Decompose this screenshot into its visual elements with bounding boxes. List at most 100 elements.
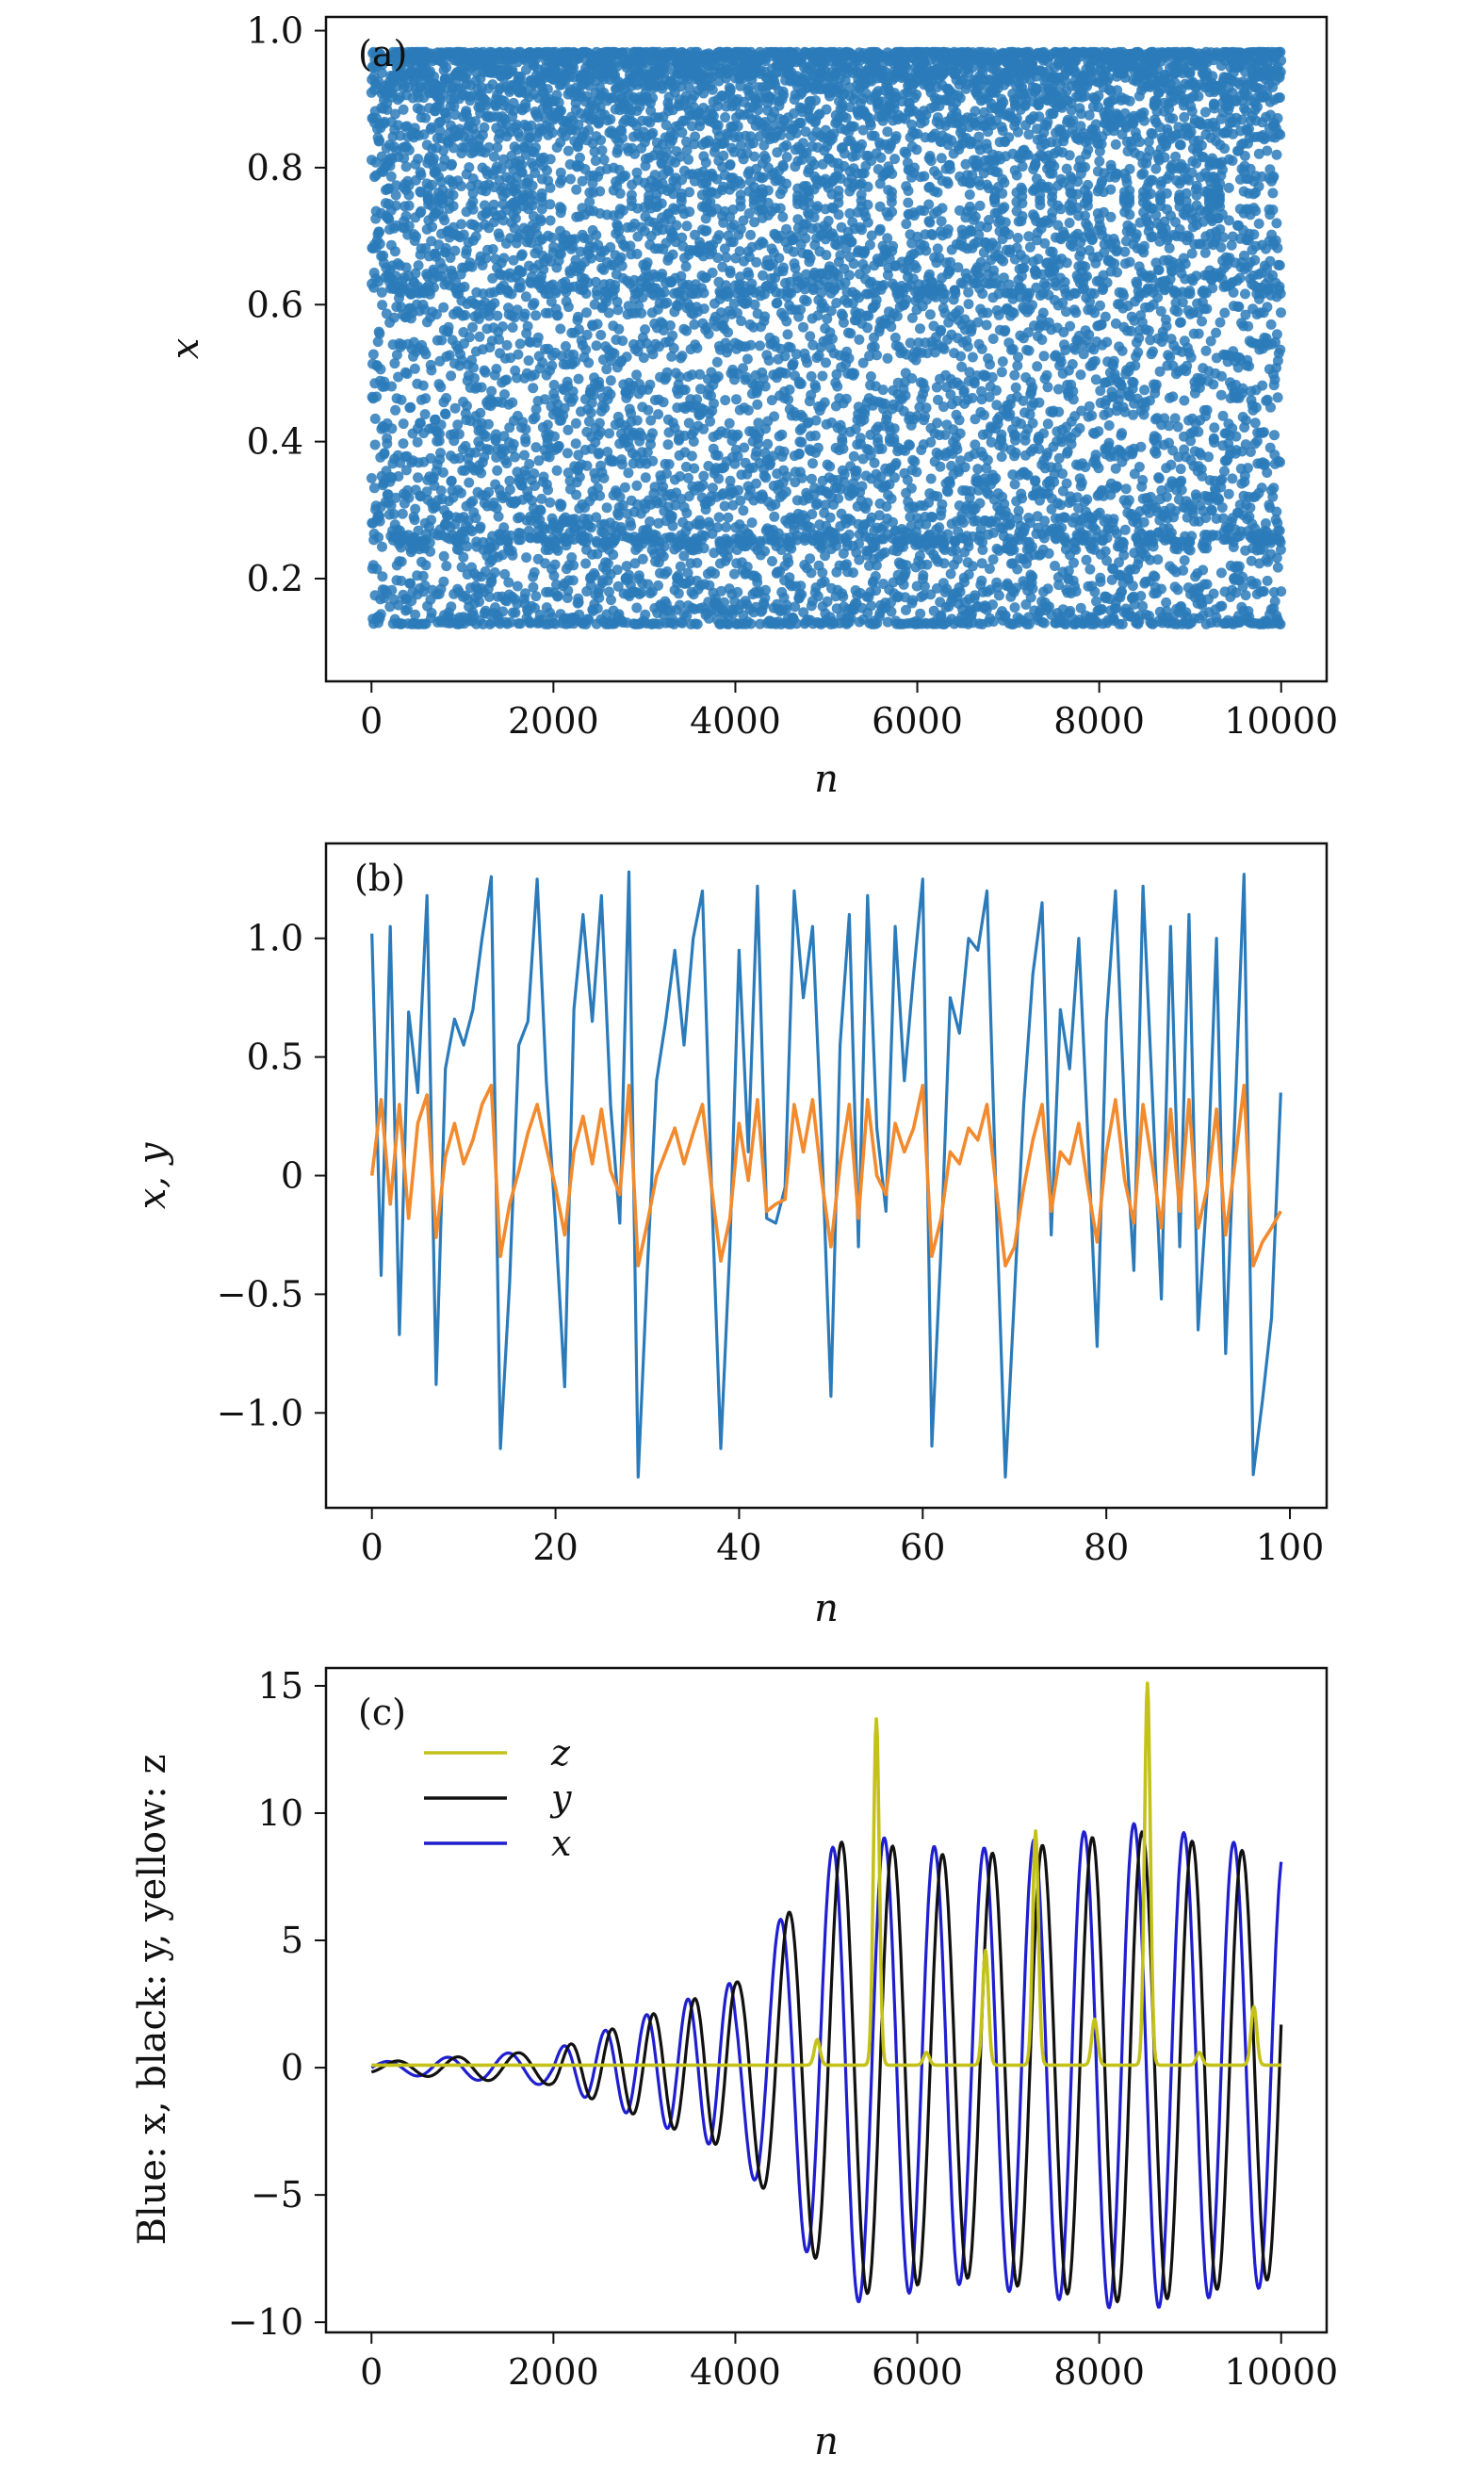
scatter-point	[530, 591, 542, 602]
scatter-point	[390, 108, 400, 120]
scatter-point	[806, 473, 817, 484]
scatter-point	[549, 431, 560, 442]
scatter-point	[542, 165, 552, 176]
scatter-point	[441, 393, 452, 403]
scatter-point	[592, 603, 603, 614]
scatter-point	[470, 513, 481, 524]
scatter-point	[856, 139, 868, 150]
scatter-point	[369, 439, 381, 450]
scatter-point	[492, 465, 503, 476]
scatter-point	[448, 189, 459, 201]
scatter-point	[376, 67, 387, 78]
scatter-point	[523, 355, 534, 367]
scatter-point	[466, 261, 478, 272]
scatter-point	[403, 221, 415, 232]
scatter-point	[483, 444, 495, 455]
scatter-point	[409, 515, 420, 526]
scatter-point	[568, 560, 579, 571]
scatter-point	[429, 282, 439, 293]
scatter-point	[498, 253, 510, 264]
scatter-point	[775, 203, 786, 214]
scatter-point	[504, 484, 515, 495]
scatter-point	[545, 182, 556, 193]
scatter-point	[391, 350, 402, 361]
scatter-point	[681, 221, 693, 232]
scatter-point	[805, 331, 816, 342]
scatter-point	[838, 317, 849, 328]
scatter-point	[507, 549, 518, 561]
scatter-point	[438, 550, 449, 562]
scatter-point	[840, 393, 852, 404]
scatter-point	[612, 564, 623, 576]
scatter-point	[474, 331, 485, 342]
scatter-point	[383, 489, 394, 500]
scatter-point	[583, 124, 595, 136]
scatter-point	[759, 311, 771, 322]
scatter-point	[413, 154, 424, 165]
scatter-point	[486, 576, 497, 587]
scatter-point	[666, 511, 677, 522]
scatter-point	[410, 503, 421, 515]
scatter-point	[640, 472, 651, 483]
scatter-point	[612, 304, 624, 316]
scatter-point	[581, 460, 593, 471]
scatter-point	[594, 592, 605, 603]
scatter-point	[781, 152, 792, 163]
scatter-point	[399, 153, 410, 164]
scatter-point	[711, 356, 723, 368]
scatter-point	[417, 570, 429, 581]
scatter-point	[420, 243, 431, 254]
scatter-point	[519, 450, 530, 461]
scatter-point	[403, 189, 415, 201]
scatter-point	[507, 65, 518, 76]
scatter-point	[810, 383, 822, 393]
scatter-point	[595, 490, 606, 501]
scatter-point	[498, 95, 510, 106]
scatter-point	[481, 431, 492, 442]
scatter-point	[656, 198, 667, 209]
scatter-point	[637, 292, 648, 303]
scatter-point	[680, 261, 692, 272]
scatter-point	[862, 181, 873, 192]
scatter-point	[659, 286, 670, 298]
scatter-point	[377, 571, 388, 582]
scatter-point	[805, 253, 816, 264]
scatter-point	[673, 588, 684, 599]
scatter-point	[745, 229, 757, 240]
scatter-point	[808, 212, 820, 223]
scatter-point	[712, 371, 724, 382]
scatter-point	[492, 310, 503, 321]
scatter-point	[698, 470, 709, 482]
scatter-point	[515, 528, 527, 539]
scatter-point	[807, 458, 818, 469]
scatter-point	[848, 258, 859, 270]
scatter-point	[762, 438, 774, 450]
scatter-point	[590, 276, 601, 287]
scatter-point	[689, 463, 700, 474]
scatter-point	[381, 308, 392, 319]
scatter-point	[595, 135, 607, 146]
scatter-point	[767, 556, 777, 566]
scatter-point	[549, 559, 561, 570]
scatter-point	[563, 585, 574, 597]
scatter-point	[460, 310, 471, 320]
scatter-point	[488, 199, 499, 210]
scatter-point	[435, 419, 447, 431]
scatter-point	[758, 237, 769, 249]
scatter-point	[371, 391, 383, 402]
scatter-point	[382, 104, 393, 115]
scatter-point	[529, 298, 540, 309]
scatter-point	[697, 480, 709, 491]
scatter-point	[516, 249, 528, 260]
scatter-point	[374, 328, 385, 339]
scatter-point	[864, 239, 875, 251]
scatter-point	[555, 249, 566, 259]
scatter-point	[613, 323, 625, 335]
scatter-point	[511, 120, 522, 130]
scatter-point	[510, 213, 521, 224]
scatter-point	[532, 332, 544, 343]
scatter-point	[560, 341, 571, 352]
scatter-point	[688, 436, 699, 447]
scatter-point	[738, 363, 748, 374]
scatter-point	[574, 324, 584, 335]
